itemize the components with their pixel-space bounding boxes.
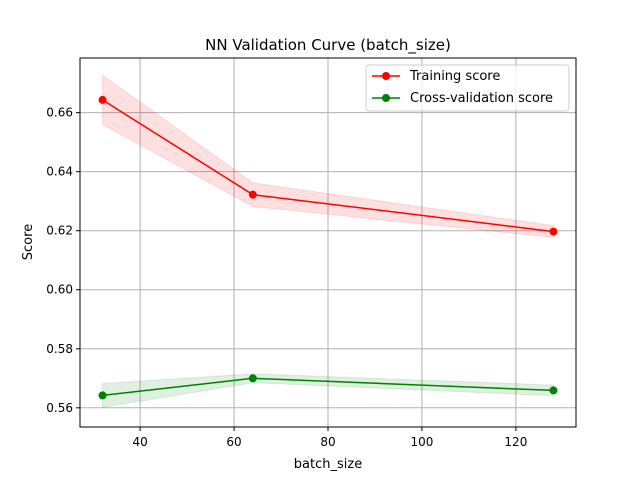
- legend-cv-marker: [382, 94, 390, 102]
- data-point-1: [549, 386, 558, 395]
- y-tick-label: 0.64: [46, 165, 73, 179]
- series-lines: [98, 95, 558, 400]
- x-tick-label: 80: [320, 435, 335, 449]
- chart-title: NN Validation Curve (batch_size): [205, 36, 451, 55]
- x-tick-label: 60: [226, 435, 241, 449]
- legend: Training score Cross-validation score: [365, 64, 570, 112]
- x-tick-label: 40: [132, 435, 147, 449]
- grid-lines: [80, 58, 576, 427]
- y-tick-label: 0.56: [46, 401, 73, 415]
- data-point-1: [248, 374, 257, 383]
- x-tick-label: 100: [410, 435, 433, 449]
- y-tick-label: 0.60: [46, 283, 73, 297]
- x-axis-label: batch_size: [294, 457, 362, 472]
- legend-cv-label: Cross-validation score: [410, 91, 553, 106]
- x-axis-ticks: 40 60 80 100 120: [132, 427, 527, 449]
- y-axis-ticks: 0.56 0.58 0.60 0.62 0.64 0.66: [46, 106, 80, 415]
- y-tick-label: 0.62: [46, 224, 73, 238]
- y-tick-label: 0.58: [46, 342, 73, 356]
- legend-training-label: Training score: [409, 69, 500, 84]
- legend-training-marker: [382, 72, 390, 80]
- x-tick-label: 120: [504, 435, 527, 449]
- data-point-0: [248, 190, 257, 199]
- data-point-1: [98, 391, 107, 400]
- data-point-0: [98, 95, 107, 104]
- data-point-0: [549, 227, 558, 236]
- y-tick-label: 0.66: [46, 106, 73, 120]
- y-axis-label: Score: [21, 224, 36, 260]
- legend-box: [365, 64, 570, 112]
